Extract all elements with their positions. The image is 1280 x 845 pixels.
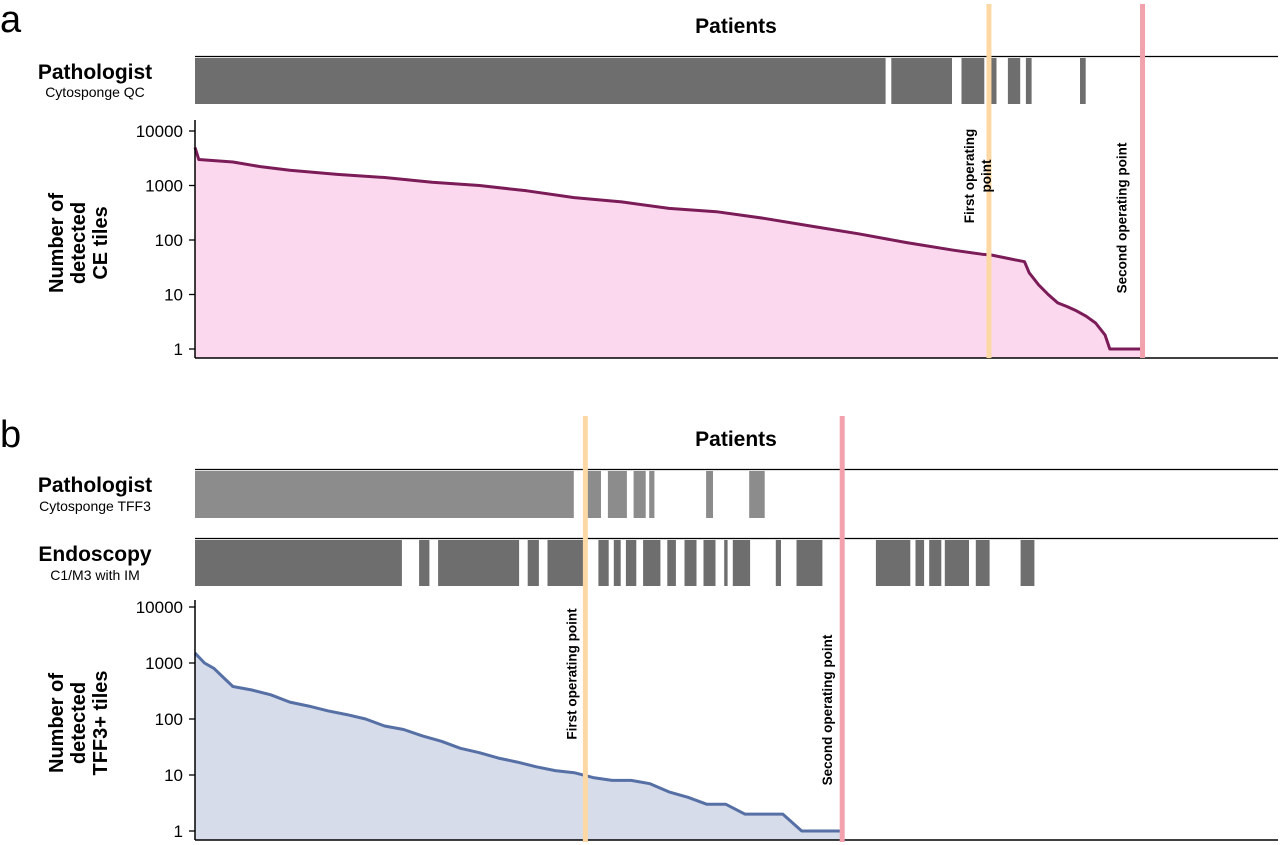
track-segment	[891, 58, 952, 104]
chart-b: Number of detected TFF3+ tiles 1 10 100 100…	[46, 598, 1278, 841]
y-ticks-b: 1 10 100 1000 10000	[136, 598, 195, 841]
series-line-b	[193, 652, 843, 833]
patients-label-a: Patients	[695, 15, 777, 38]
y-axis-label-b: Number of detected TFF3+ tiles	[46, 670, 112, 775]
y-tick-label: 1000	[145, 177, 183, 196]
y-tick-label: 10	[164, 286, 183, 305]
track-segment	[195, 540, 402, 586]
track-segment	[775, 540, 781, 586]
track-pathologist-tff3: Pathologist Cytosponge TFF3	[38, 468, 1278, 518]
chart-a: Number of detected CE tiles 1 10 100 1000 10…	[46, 120, 1278, 359]
track-segments-endoscopy	[195, 540, 1035, 586]
y-tick-label: 10	[164, 766, 183, 785]
first-operating-point-label-b: First operating point	[564, 608, 579, 740]
track-title-pathologist-tff3: Pathologist	[38, 474, 152, 497]
y-tick-label: 1000	[145, 654, 183, 673]
track-segment	[633, 471, 646, 518]
track-segment	[195, 471, 574, 518]
track-segment	[419, 540, 430, 586]
track-segment	[643, 540, 661, 586]
y-ticks-a: 1 10 100 1000 10000	[136, 122, 195, 359]
track-segment	[684, 540, 697, 586]
track-segment	[990, 58, 997, 104]
y-axis-label-b-line-3: TFF3+ tiles	[90, 670, 112, 775]
y-tick-label: 100	[155, 231, 183, 250]
patients-label-b: Patients	[695, 428, 777, 451]
track-segment	[796, 540, 823, 586]
track-segment	[706, 471, 713, 518]
y-axis-label-a-line-3: CE tiles	[90, 206, 112, 279]
track-segment	[1020, 540, 1035, 586]
track-segments-pathologist-tff3	[195, 471, 765, 518]
track-segment	[649, 471, 655, 518]
y-axis-label-b-line-2: detected	[68, 682, 90, 764]
area-fill-b	[195, 653, 843, 840]
track-segment	[875, 540, 911, 586]
y-axis-label-a: Number of detected CE tiles	[46, 193, 112, 293]
track-segment	[547, 540, 585, 586]
track-segment	[929, 540, 942, 586]
track-endoscopy: Endoscopy C1/M3 with IM	[38, 537, 1278, 586]
track-subtitle-pathologist-tff3: Cytosponge TFF3	[39, 498, 151, 514]
second-operating-point-label-b: Second operating point	[820, 634, 835, 785]
track-segment	[625, 540, 637, 586]
area-fill-a	[195, 147, 1143, 358]
operating-points-a: First operating point Second operating p…	[962, 4, 1146, 358]
first-operating-point-label-a-line-2: point	[979, 159, 994, 192]
track-segment	[607, 471, 627, 518]
track-segment	[527, 540, 539, 586]
track-segment	[975, 540, 990, 586]
panel-letter-b: b	[0, 414, 21, 456]
track-segment	[667, 540, 676, 586]
track-segment	[732, 540, 751, 586]
track-segment	[703, 540, 716, 586]
track-segment	[583, 471, 601, 518]
panel-b: b Patients Pathologist Cytosponge TFF3 E…	[0, 414, 1278, 842]
y-axis-label-a-line-1: Number of	[46, 193, 68, 293]
series-line-a	[193, 146, 1143, 351]
track-title-endoscopy: Endoscopy	[38, 543, 152, 566]
y-tick-label: 100	[155, 710, 183, 729]
track-pathologist-qc: Pathologist Cytosponge QC	[38, 55, 1278, 104]
track-segment	[438, 540, 520, 586]
y-tick-label: 1	[174, 822, 183, 841]
track-segment	[724, 540, 728, 586]
track-subtitle-endoscopy: C1/M3 with IM	[50, 567, 139, 583]
track-segment	[1025, 58, 1032, 104]
track-subtitle-pathologist-qc: Cytosponge QC	[45, 84, 145, 100]
y-axis-label-b-line-1: Number of	[46, 673, 68, 773]
track-segment	[1080, 58, 1086, 104]
track-title-pathologist-qc: Pathologist	[38, 61, 152, 84]
y-tick-label: 10000	[136, 122, 183, 141]
panel-letter-a: a	[0, 0, 22, 41]
track-segment	[613, 540, 621, 586]
second-operating-point-label-a: Second operating point	[1115, 142, 1130, 293]
panel-a: a Patients Pathologist Cytosponge QC Num…	[0, 0, 1278, 359]
operating-points-b: First operating point Second operating p…	[564, 416, 845, 842]
track-segments-pathologist-qc	[195, 58, 1086, 104]
track-segment	[598, 540, 609, 586]
track-segment	[944, 540, 969, 586]
track-segment	[1007, 58, 1021, 104]
track-segment	[749, 471, 765, 518]
y-axis-label-a-line-2: detected	[68, 202, 90, 284]
track-segment	[961, 58, 985, 104]
first-operating-point-label-a-line-1: First operating	[962, 129, 977, 224]
track-segment	[195, 58, 886, 104]
y-tick-label: 10000	[136, 598, 183, 617]
y-tick-label: 1	[174, 340, 183, 359]
track-segment	[915, 540, 925, 586]
